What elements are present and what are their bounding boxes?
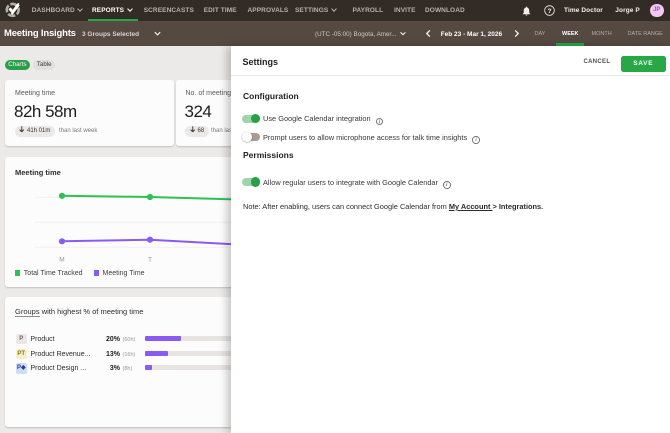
svg-text:T: T	[148, 257, 152, 264]
svg-text:M: M	[59, 257, 64, 264]
svg-text:?: ?	[547, 8, 551, 15]
